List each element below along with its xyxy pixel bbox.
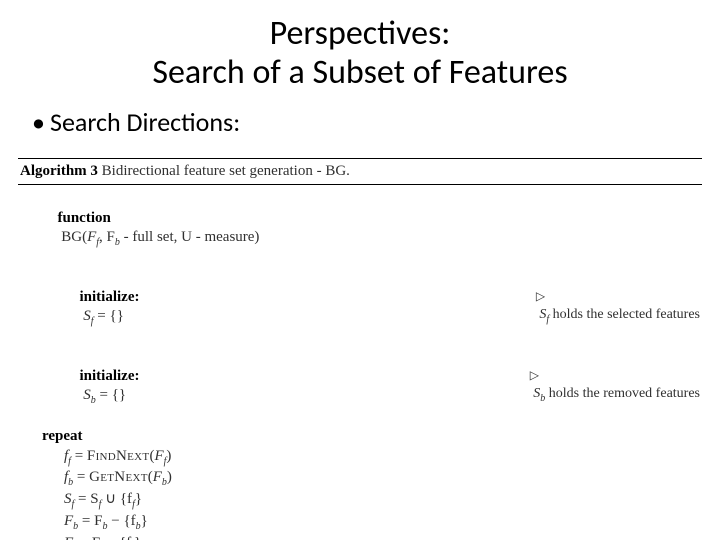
c2c: holds the removed features [545, 386, 700, 401]
algo-line-fn: function BG(Ff, Fb - full set, U - measu… [20, 189, 700, 268]
fn-name: BG( [61, 229, 87, 245]
l5e: } [134, 535, 141, 540]
algo-line-repeat: repeat [20, 427, 700, 446]
bullet-item: •Search Directions: [0, 92, 720, 138]
l2b: F [153, 469, 162, 485]
l2fn: GetNext [89, 469, 148, 485]
fn-arg1: F [87, 229, 96, 245]
title-line-1: Perspectives: [0, 14, 720, 53]
algo-line-3: Sf = Sf ∪ {ff} [20, 490, 700, 512]
algorithm-body: function BG(Ff, Fb - full set, U - measu… [18, 185, 702, 540]
algorithm-block: Algorithm 3 Bidirectional feature set ge… [18, 158, 702, 540]
algo-line-2: fb = GetNext(Fb) [20, 468, 700, 490]
l5a: F [64, 535, 73, 540]
l4u: − {f [107, 513, 135, 529]
algorithm-header: Algorithm 3 Bidirectional feature set ge… [18, 158, 702, 185]
fn-arg-sep: , F [99, 229, 115, 245]
l4a: F [64, 513, 73, 529]
algo-line-init2: initialize: Sb = {} ▷ Sb holds the remov… [20, 348, 700, 427]
l5u: − {f [103, 535, 131, 540]
slide-title: Perspectives: Search of a Subset of Feat… [0, 0, 720, 92]
comment-icon-2: ▷ [530, 368, 539, 382]
algo-line-5: Ff = Ff − {ff} [20, 534, 700, 540]
l3a: S [64, 491, 72, 507]
algo-header-label: Algorithm 3 [20, 163, 98, 179]
init2-rhs: = {} [96, 387, 126, 403]
slide: Perspectives: Search of a Subset of Feat… [0, 0, 720, 540]
c1c: holds the selected features [549, 307, 700, 322]
l2eq: = [73, 469, 89, 485]
title-line-2: Search of a Subset of Features [0, 53, 720, 92]
kw-repeat: repeat [42, 428, 83, 444]
bullet-dot: • [32, 106, 50, 138]
l1b: F [154, 448, 163, 464]
init1-rhs: = {} [94, 308, 124, 324]
algo-line-4: Fb = Fb − {fb} [20, 512, 700, 534]
kw-function: function [58, 210, 111, 226]
l3e: } [135, 491, 142, 507]
l1eq: = [71, 448, 87, 464]
l1fn: FindNext [87, 448, 150, 464]
algo-line-1: ff = FindNext(Ff) [20, 447, 700, 469]
fn-tail: - full set, U - measure) [120, 229, 260, 245]
kw-init2: initialize: [80, 368, 140, 384]
kw-init1: initialize: [80, 289, 140, 305]
l3u: ∪ {f [101, 491, 132, 507]
l4e: } [141, 513, 148, 529]
l5m: = F [76, 535, 100, 540]
l3m: = S [74, 491, 98, 507]
init1-lhs: S [83, 308, 91, 324]
l1c: ) [166, 448, 171, 464]
comment-icon: ▷ [536, 289, 545, 303]
init2-lhs: S [83, 387, 91, 403]
l4m: = F [78, 513, 102, 529]
l2c: ) [167, 469, 172, 485]
algo-header-desc: Bidirectional feature set generation - B… [102, 163, 350, 179]
algo-line-init1: initialize: Sf = {} ▷ Sf holds the selec… [20, 269, 700, 348]
bullet-text: Search Directions: [50, 106, 240, 138]
